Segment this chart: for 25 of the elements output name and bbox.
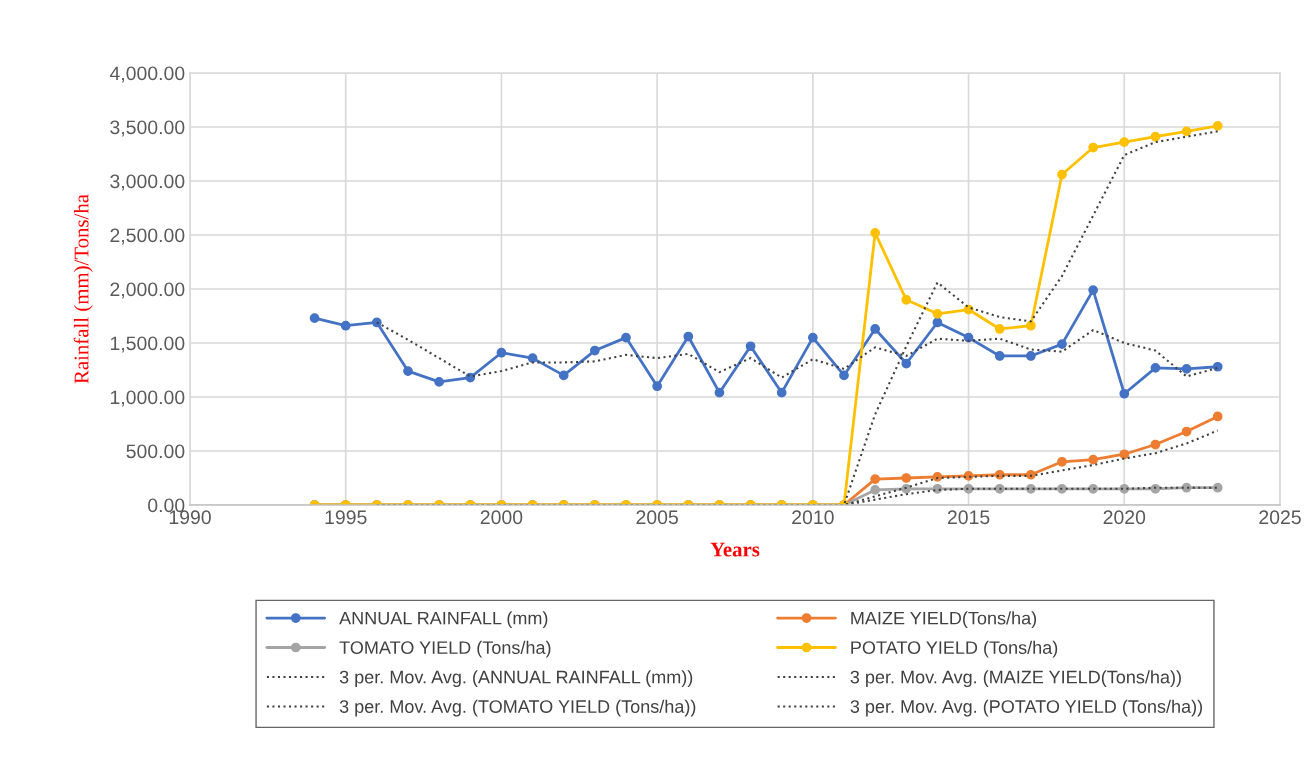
legend-label: 3 per. Mov. Avg. (POTATO YIELD (Tons/ha)): [850, 699, 1203, 717]
legend-label: POTATO YIELD (Tons/ha): [851, 640, 1058, 658]
x-tick-label: 2005: [636, 510, 678, 525]
x-tick-label: 2015: [947, 510, 990, 525]
x-tick-label: 2000: [480, 510, 523, 525]
legend-label: MAIZE YIELD(Tons/ha): [851, 611, 1037, 629]
y-tick-label: 1,000.00: [110, 390, 185, 407]
legend-label: ANNUAL RAINFALL (mm): [339, 611, 548, 629]
legend-label: 3 per. Mov. Avg. (ANNUAL RAINFALL (mm)): [339, 670, 693, 688]
x-axis-title: Years: [710, 542, 760, 557]
legend-label: 3 per. Mov. Avg. (TOMATO YIELD (Tons/ha)): [339, 699, 696, 717]
y-axis-title: Rainfall (mm)/Tons/ha: [73, 194, 93, 384]
legend-label: TOMATO YIELD (Tons/ha): [339, 640, 551, 658]
y-tick-label: 500.00: [126, 444, 185, 459]
y-tick-label: 3,000.00: [110, 174, 185, 191]
x-tick-label: 1995: [325, 510, 367, 525]
y-tick-label: 2,500.00: [110, 228, 185, 245]
legend-label: 3 per. Mov. Avg. (MAIZE YIELD(Tons/ha)): [850, 670, 1181, 688]
y-tick-label: 3,500.00: [110, 120, 185, 137]
x-tick-label: 2010: [792, 510, 834, 525]
y-tick-label: 1,500.00: [110, 336, 185, 353]
x-tick-label: 2025: [1259, 510, 1301, 525]
y-tick-label: 4,000.00: [109, 66, 185, 83]
x-tick-label: 2020: [1103, 510, 1146, 525]
y-tick-label: 2,000.00: [110, 282, 185, 299]
